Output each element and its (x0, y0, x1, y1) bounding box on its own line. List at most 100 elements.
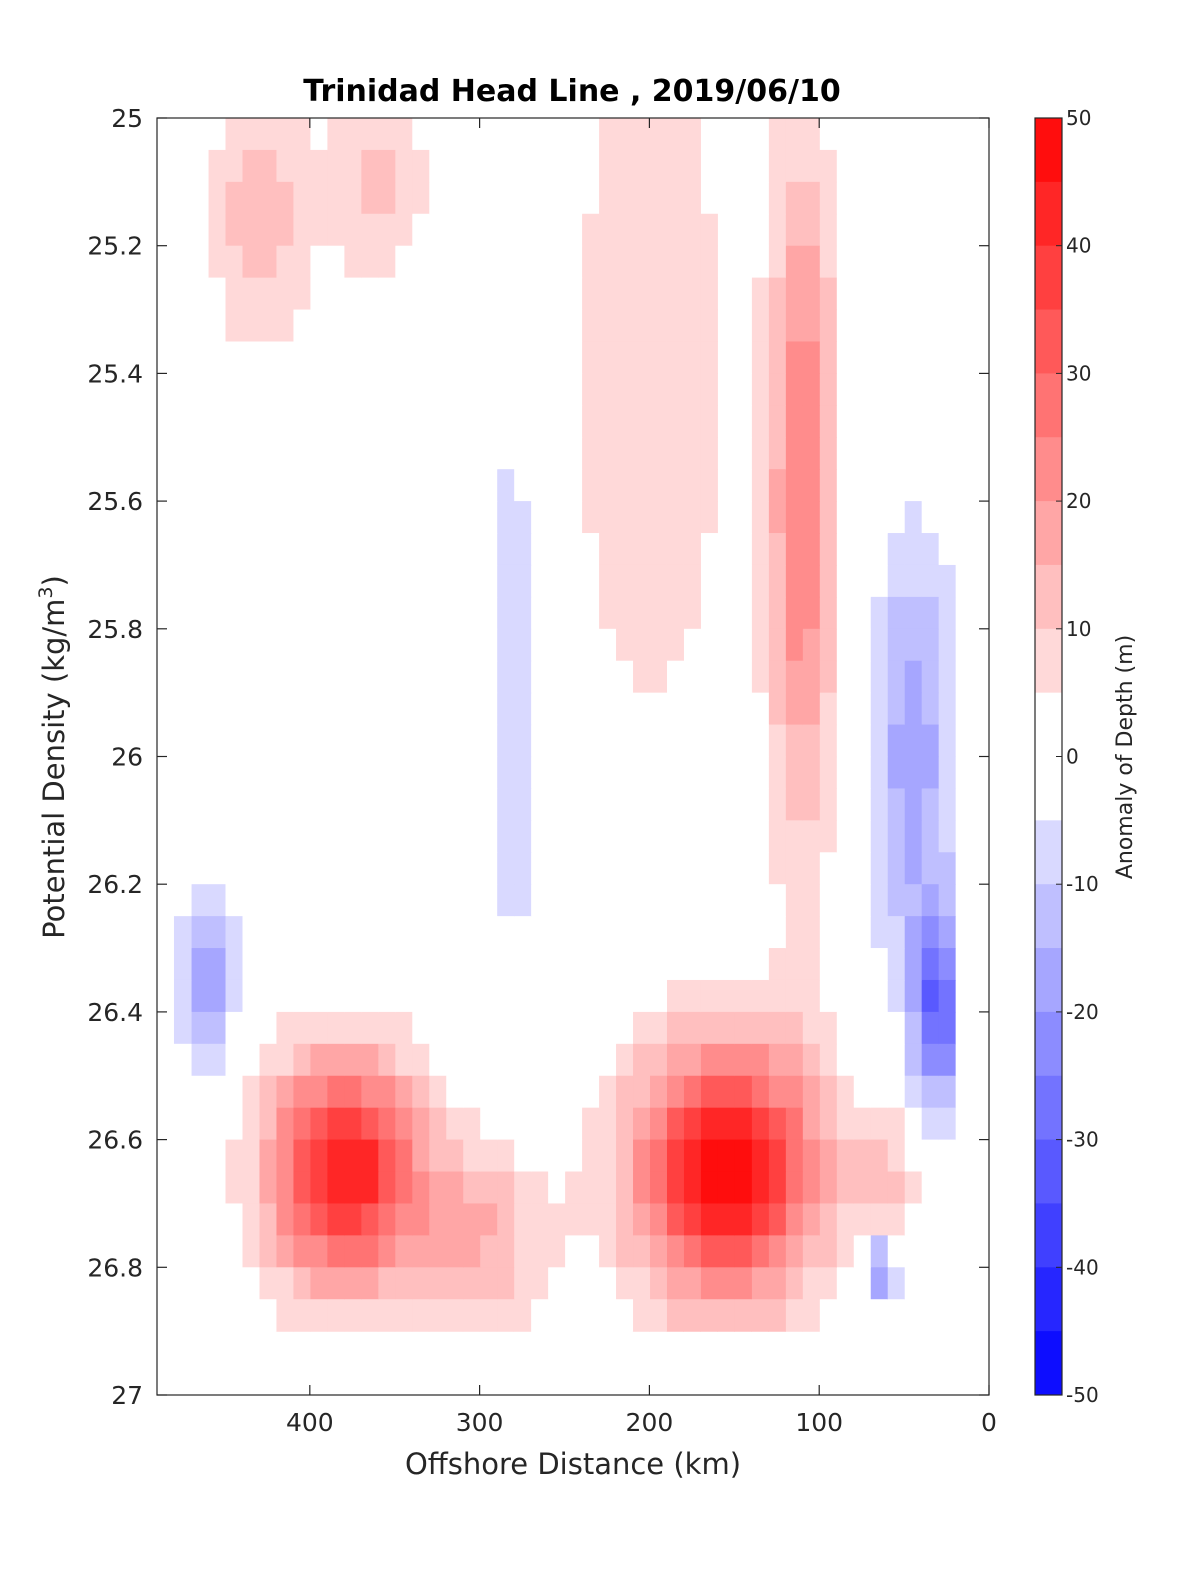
field-cell (751, 660, 769, 694)
field-cell (343, 533, 362, 566)
field-cell (700, 181, 718, 215)
field-cell (462, 1139, 481, 1173)
field-cell (173, 979, 192, 1013)
field-cell (207, 724, 226, 758)
field-cell (462, 277, 481, 311)
field-cell (785, 916, 803, 949)
field-cell (224, 501, 243, 534)
field-cell (173, 628, 192, 662)
field-cell (632, 181, 651, 215)
field-cell (887, 916, 905, 949)
field-cell (887, 724, 905, 758)
field-cell (768, 564, 786, 598)
field-cell (496, 1139, 515, 1173)
field-cell (700, 1235, 718, 1268)
field-cell (530, 788, 549, 821)
field-cell (190, 1267, 209, 1300)
field-cell (360, 1203, 379, 1236)
field-cell (819, 1011, 837, 1045)
field-cell (241, 533, 260, 566)
field-cell (173, 373, 192, 406)
field-cell (241, 1043, 260, 1077)
field-cell (173, 916, 192, 949)
field-cell (343, 405, 362, 438)
field-cell (496, 820, 515, 853)
field-cell (309, 501, 328, 534)
field-cell (581, 437, 600, 470)
field-cell (411, 596, 430, 630)
field-cell (173, 1075, 192, 1109)
field-cell (479, 405, 498, 438)
field-cell (479, 788, 498, 821)
field-cell (717, 469, 735, 502)
field-cell (292, 1171, 311, 1205)
field-cell (734, 884, 752, 917)
field-cell (819, 1267, 837, 1300)
field-cell (581, 501, 600, 534)
y-tick-label: 26.6 (87, 1126, 143, 1155)
field-cell (683, 724, 701, 758)
field-cell (394, 533, 413, 566)
field-cell (411, 1075, 430, 1109)
field-cell (377, 628, 396, 662)
field-cell (258, 181, 277, 215)
field-cell (190, 1011, 209, 1045)
field-cell (836, 1043, 854, 1077)
field-cell (377, 948, 396, 981)
field-cell (598, 979, 617, 1013)
field-cell (581, 405, 600, 438)
colorbar-band (1035, 118, 1062, 183)
field-cell (870, 628, 888, 662)
field-cell (819, 852, 837, 885)
field-cell (394, 948, 413, 981)
field-cell (513, 1267, 532, 1300)
field-cell (938, 1011, 956, 1045)
field-cell (326, 788, 345, 821)
field-cell (666, 916, 684, 949)
field-cell (377, 724, 396, 758)
field-cell (938, 948, 956, 981)
field-cell (751, 692, 769, 726)
field-cell (479, 948, 498, 981)
field-cell (581, 564, 600, 598)
field-cell (479, 1043, 498, 1077)
field-cell (394, 437, 413, 470)
field-cell (717, 564, 735, 598)
field-cell (462, 341, 481, 374)
field-cell (751, 820, 769, 853)
field-cell (275, 1203, 294, 1236)
field-cell (411, 309, 430, 343)
field-cell (479, 1171, 498, 1205)
field-cell (700, 373, 718, 406)
field-cell (326, 884, 345, 917)
field-cell (547, 405, 566, 438)
field-cell (445, 437, 464, 470)
field-cell (360, 405, 379, 438)
field-cell (649, 1203, 667, 1236)
field-cell (479, 437, 498, 470)
field-cell (309, 1299, 328, 1332)
field-cell (564, 1139, 583, 1173)
field-cell (802, 820, 820, 853)
field-cell (819, 341, 837, 374)
field-cell (887, 979, 905, 1013)
field-cell (547, 564, 566, 598)
field-cell (564, 1107, 583, 1141)
field-cell (768, 660, 786, 694)
field-cell (836, 916, 854, 949)
field-cell (717, 277, 735, 311)
field-cell (428, 149, 447, 183)
field-cell (938, 149, 956, 183)
field-cell (921, 1043, 939, 1077)
field-cell (700, 1139, 718, 1173)
field-cell (207, 373, 226, 406)
field-cell (547, 916, 566, 949)
field-cell (377, 277, 396, 311)
field-cell (513, 884, 532, 917)
field-cell (717, 756, 735, 790)
field-cell (411, 373, 430, 406)
field-cell (360, 564, 379, 598)
field-cell (275, 724, 294, 758)
field-cell (462, 756, 481, 790)
field-cell (649, 692, 667, 726)
